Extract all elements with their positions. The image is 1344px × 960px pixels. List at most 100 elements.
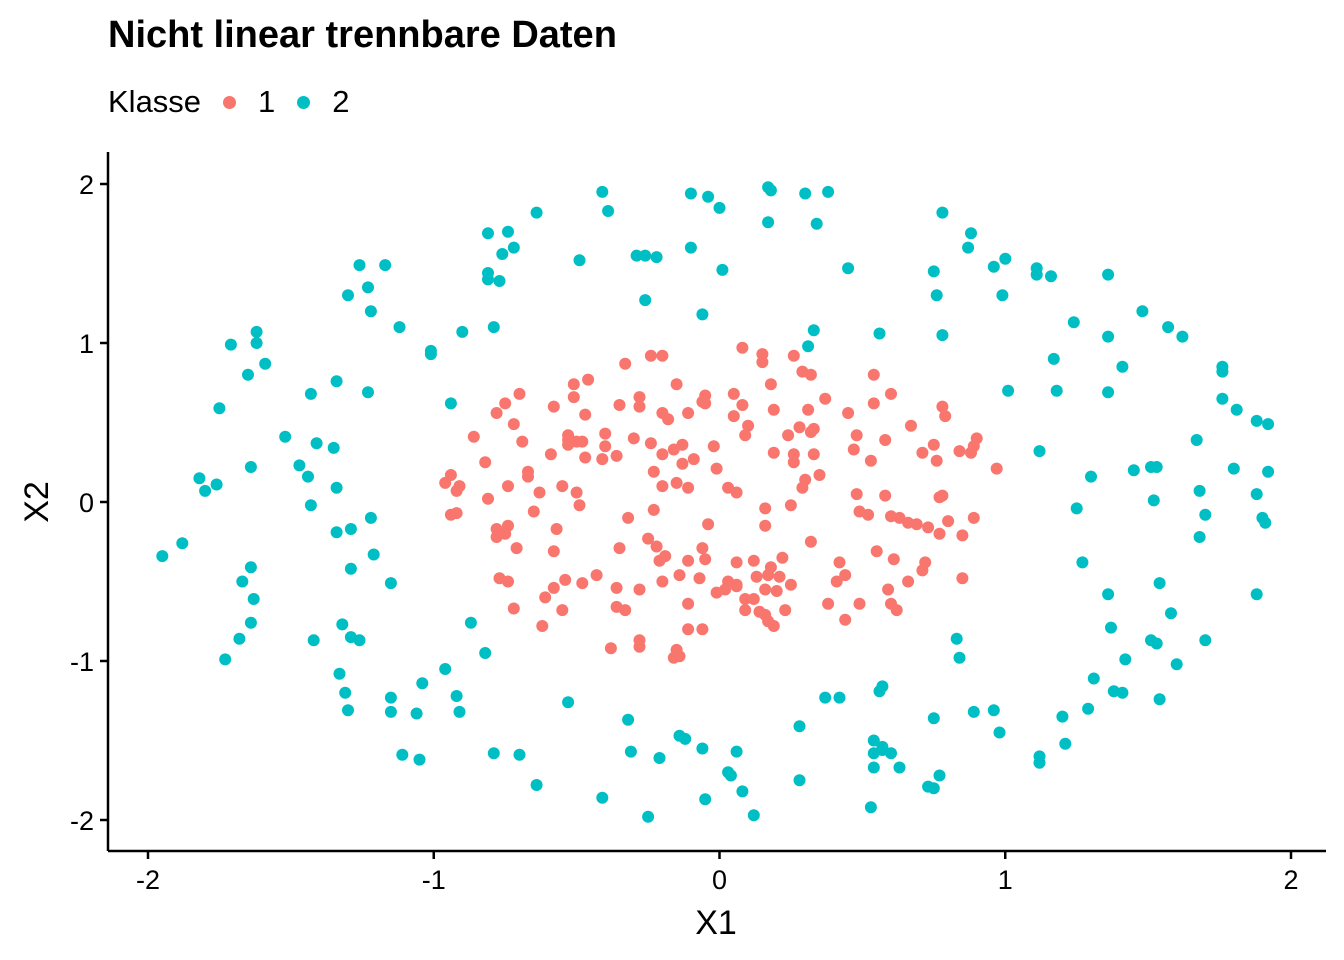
point-class-2 (713, 201, 726, 214)
point-class-2 (930, 289, 943, 302)
point-class-2 (642, 810, 655, 823)
point-class-2 (307, 634, 320, 647)
point-class-2 (696, 742, 709, 755)
point-class-2 (396, 748, 409, 761)
y-tick-label: -2 (70, 806, 94, 836)
point-class-2 (1250, 488, 1263, 501)
point-class-1 (670, 476, 683, 489)
point-class-2 (1105, 621, 1117, 634)
point-class-2 (1162, 321, 1175, 334)
point-class-2 (730, 745, 743, 758)
point-class-2 (1085, 470, 1097, 483)
point-class-2 (1056, 710, 1069, 723)
point-class-2 (1030, 268, 1043, 281)
point-class-2 (456, 325, 469, 338)
point-class-1 (499, 397, 512, 410)
point-class-2 (873, 685, 886, 698)
point-class-1 (490, 407, 503, 419)
point-class-2 (1262, 465, 1275, 478)
point-class-2 (885, 747, 897, 760)
point-class-1 (727, 387, 740, 400)
point-class-2 (562, 696, 575, 709)
point-class-2 (530, 779, 543, 791)
point-class-2 (1199, 634, 1212, 647)
point-class-1 (570, 486, 583, 499)
legend-marker-2 (297, 95, 311, 109)
point-class-2 (1050, 384, 1063, 397)
point-class-1 (647, 465, 660, 478)
point-class-1 (787, 349, 800, 362)
point-class-1 (736, 341, 749, 354)
point-class-1 (513, 387, 526, 400)
point-class-2 (482, 227, 494, 240)
point-class-1 (596, 453, 609, 466)
point-class-2 (1250, 414, 1263, 427)
point-class-1 (804, 535, 817, 548)
point-class-2 (699, 793, 712, 806)
point-class-1 (450, 484, 463, 497)
point-class-1 (682, 597, 695, 610)
point-class-2 (1116, 686, 1129, 699)
point-class-1 (502, 480, 514, 493)
point-class-2 (962, 241, 975, 254)
point-class-2 (384, 577, 397, 590)
legend-label-1: 1 (258, 84, 276, 119)
point-class-2 (596, 185, 609, 198)
point-class-1 (696, 623, 709, 636)
point-class-1 (656, 448, 669, 461)
point-class-1 (556, 480, 569, 493)
point-class-1 (784, 499, 797, 512)
point-class-1 (890, 604, 903, 617)
point-class-1 (567, 391, 580, 404)
point-class-1 (759, 583, 772, 596)
point-class-1 (870, 545, 883, 558)
point-class-1 (879, 489, 892, 502)
point-class-1 (807, 448, 820, 461)
point-class-1 (736, 399, 749, 411)
point-class-1 (507, 418, 520, 431)
point-class-1 (707, 440, 720, 453)
point-class-1 (804, 426, 817, 438)
point-class-2 (1259, 516, 1272, 529)
point-class-2 (842, 262, 855, 275)
point-class-1 (647, 503, 660, 516)
point-class-2 (867, 734, 880, 747)
point-class-2 (450, 690, 463, 702)
point-class-2 (342, 289, 354, 302)
point-class-2 (624, 745, 637, 758)
point-class-1 (522, 470, 534, 483)
x-tick-label: -2 (136, 865, 160, 895)
legend-item-2: 2 (297, 84, 350, 120)
x-tick-label: -1 (422, 865, 446, 895)
point-class-1 (739, 593, 752, 605)
point-class-1 (676, 438, 689, 451)
point-class-1 (764, 378, 777, 391)
point-class-2 (1193, 531, 1206, 543)
point-class-1 (747, 593, 760, 605)
axes: -2 -1 0 1 2 -2 -1 0 1 2 (70, 152, 1326, 895)
point-class-2 (244, 461, 257, 473)
point-class-2 (696, 308, 709, 321)
point-class-2 (176, 537, 189, 550)
point-class-1 (762, 569, 775, 582)
point-class-1 (599, 427, 612, 440)
point-class-1 (956, 572, 969, 585)
point-class-1 (579, 408, 592, 421)
point-class-2 (242, 368, 254, 381)
point-class-2 (330, 375, 343, 388)
point-class-2 (864, 801, 877, 814)
point-class-2 (965, 227, 977, 240)
point-class-2 (1002, 384, 1015, 397)
point-class-2 (987, 704, 1000, 717)
point-class-2 (439, 663, 452, 675)
point-class-1 (644, 349, 657, 362)
point-class-1 (576, 577, 589, 590)
point-class-1 (582, 373, 595, 386)
point-class-2 (1033, 445, 1046, 458)
point-class-2 (364, 511, 377, 524)
point-class-1 (590, 569, 603, 582)
point-class-2 (793, 774, 806, 787)
point-class-2 (1216, 392, 1229, 405)
point-class-2 (650, 251, 663, 264)
point-class-2 (747, 809, 760, 822)
